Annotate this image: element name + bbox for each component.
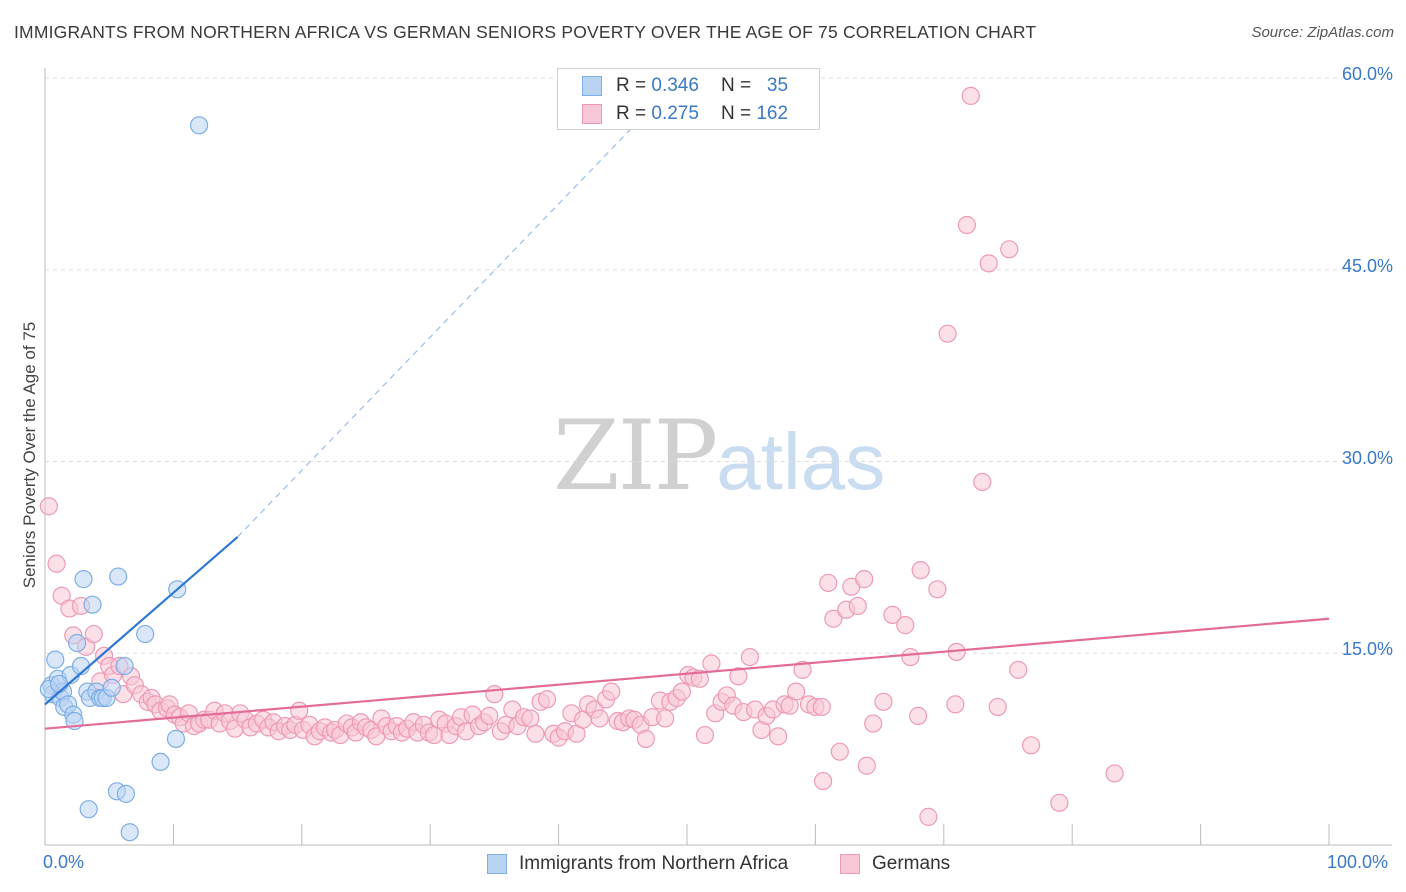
germans-point bbox=[946, 695, 965, 714]
immigrants-point bbox=[109, 567, 128, 586]
immigrants-point bbox=[116, 784, 135, 803]
x-tick-label-min: 0.0% bbox=[43, 852, 85, 872]
immigrants-point bbox=[79, 800, 98, 819]
germans-point bbox=[901, 647, 920, 667]
chart-title: IMMIGRANTS FROM NORTHERN AFRICA VS GERMA… bbox=[14, 22, 1037, 42]
germans-point bbox=[928, 580, 947, 599]
germans-point bbox=[830, 742, 849, 761]
immigrants-point bbox=[102, 678, 121, 697]
bottom-legend-swatch-blue bbox=[487, 854, 507, 874]
germans-point bbox=[911, 561, 930, 580]
y-tick-label: 15.0% bbox=[1341, 639, 1393, 660]
legend-r-label: R = bbox=[616, 75, 647, 96]
immigrants-point bbox=[136, 624, 155, 644]
germans-point bbox=[814, 771, 833, 791]
germans-point bbox=[526, 724, 545, 743]
germans-point bbox=[909, 706, 928, 725]
germans-point bbox=[793, 660, 812, 679]
germans-point bbox=[812, 697, 831, 717]
watermark-zip: ZIP bbox=[553, 400, 718, 512]
germans-point bbox=[47, 554, 66, 573]
y-tick-label: 30.0% bbox=[1341, 447, 1393, 468]
germans-point bbox=[787, 682, 806, 701]
germans-point bbox=[819, 573, 838, 593]
correlation-legend: R = 0.346 N = 35 R = 0.275 N = 162 bbox=[557, 68, 820, 130]
germans-point bbox=[938, 324, 957, 343]
germans-trend-line bbox=[44, 617, 1330, 730]
bottom-legend-label: Immigrants from Northern Africa bbox=[519, 853, 789, 874]
legend-r-label: R = bbox=[616, 103, 647, 124]
germans-point bbox=[702, 654, 721, 673]
germans-point bbox=[919, 807, 938, 826]
legend-r-value: 0.346 bbox=[651, 75, 699, 96]
germans-point bbox=[973, 472, 992, 492]
germans-point bbox=[979, 254, 998, 273]
germans-point bbox=[824, 609, 843, 628]
germans-point bbox=[1009, 660, 1028, 679]
immigrants-point bbox=[67, 633, 87, 653]
germans-point bbox=[864, 714, 883, 733]
legend-r-value: 0.275 bbox=[651, 103, 699, 124]
germans-point bbox=[740, 647, 760, 667]
legend-row-immigrants: R = 0.346 N = 35 bbox=[582, 73, 788, 99]
germans-point bbox=[988, 697, 1007, 717]
germans-point bbox=[848, 596, 867, 616]
germans-point bbox=[672, 682, 691, 701]
immigrants-point bbox=[83, 595, 102, 614]
germans-point bbox=[1105, 764, 1124, 783]
bottom-legend-immigrants: Immigrants from Northern Africa bbox=[487, 851, 788, 877]
immigrants-point bbox=[50, 674, 69, 694]
immigrants-point bbox=[189, 116, 209, 135]
germans-point bbox=[485, 685, 504, 704]
germans-point bbox=[39, 497, 58, 516]
immigrants-trend-line bbox=[44, 536, 239, 706]
immigrants-point bbox=[46, 650, 65, 669]
germans-point bbox=[957, 215, 977, 235]
bottom-legend-label: Germans bbox=[872, 853, 951, 874]
y-tick-label: 60.0% bbox=[1341, 64, 1393, 84]
germans-point bbox=[896, 616, 915, 635]
germans-point bbox=[1050, 793, 1069, 812]
legend-n-label: N = bbox=[720, 103, 752, 124]
legend-n-label: N = bbox=[720, 75, 752, 96]
germans-point bbox=[84, 624, 103, 644]
germans-point bbox=[480, 706, 499, 725]
germans-point bbox=[857, 756, 876, 775]
germans-point bbox=[695, 725, 715, 745]
legend-row-germans: R = 0.275 N = 162 bbox=[582, 101, 788, 127]
germans-point bbox=[537, 690, 557, 709]
x-tick-label-max: 100.0% bbox=[1327, 852, 1389, 872]
germans-point bbox=[874, 692, 893, 711]
y-tick-label: 45.0% bbox=[1341, 255, 1393, 276]
germans-point bbox=[590, 709, 609, 728]
germans-point bbox=[729, 667, 748, 686]
source-credit: Source: ZipAtlas.com bbox=[1251, 24, 1394, 41]
germans-point bbox=[961, 86, 980, 105]
germans-point bbox=[1022, 736, 1041, 755]
germans-point bbox=[521, 709, 540, 728]
immigrants-point bbox=[120, 823, 139, 842]
germans-point bbox=[1000, 240, 1019, 259]
germans-point bbox=[290, 701, 309, 720]
germans-point bbox=[883, 605, 902, 625]
immigrants-trend-extension bbox=[237, 123, 637, 538]
germans-point bbox=[769, 727, 788, 746]
germans-point bbox=[855, 570, 874, 589]
legend-swatch-pink bbox=[582, 104, 602, 124]
bottom-legend-germans: Germans bbox=[840, 851, 950, 877]
legend-swatch-blue bbox=[582, 76, 602, 96]
germans-point bbox=[636, 729, 656, 748]
germans-point bbox=[656, 709, 675, 728]
germans-point bbox=[602, 682, 621, 701]
germans-point bbox=[690, 669, 709, 688]
watermark: ZIPatlas bbox=[553, 400, 885, 512]
immigrants-point bbox=[115, 656, 134, 676]
legend-n-value: 35 bbox=[766, 75, 789, 96]
bottom-legend-swatch-pink bbox=[840, 854, 860, 874]
immigrants-point bbox=[151, 752, 170, 772]
immigrants-point bbox=[166, 729, 186, 748]
immigrants-point bbox=[74, 570, 93, 589]
legend-n-value: 162 bbox=[756, 103, 789, 124]
